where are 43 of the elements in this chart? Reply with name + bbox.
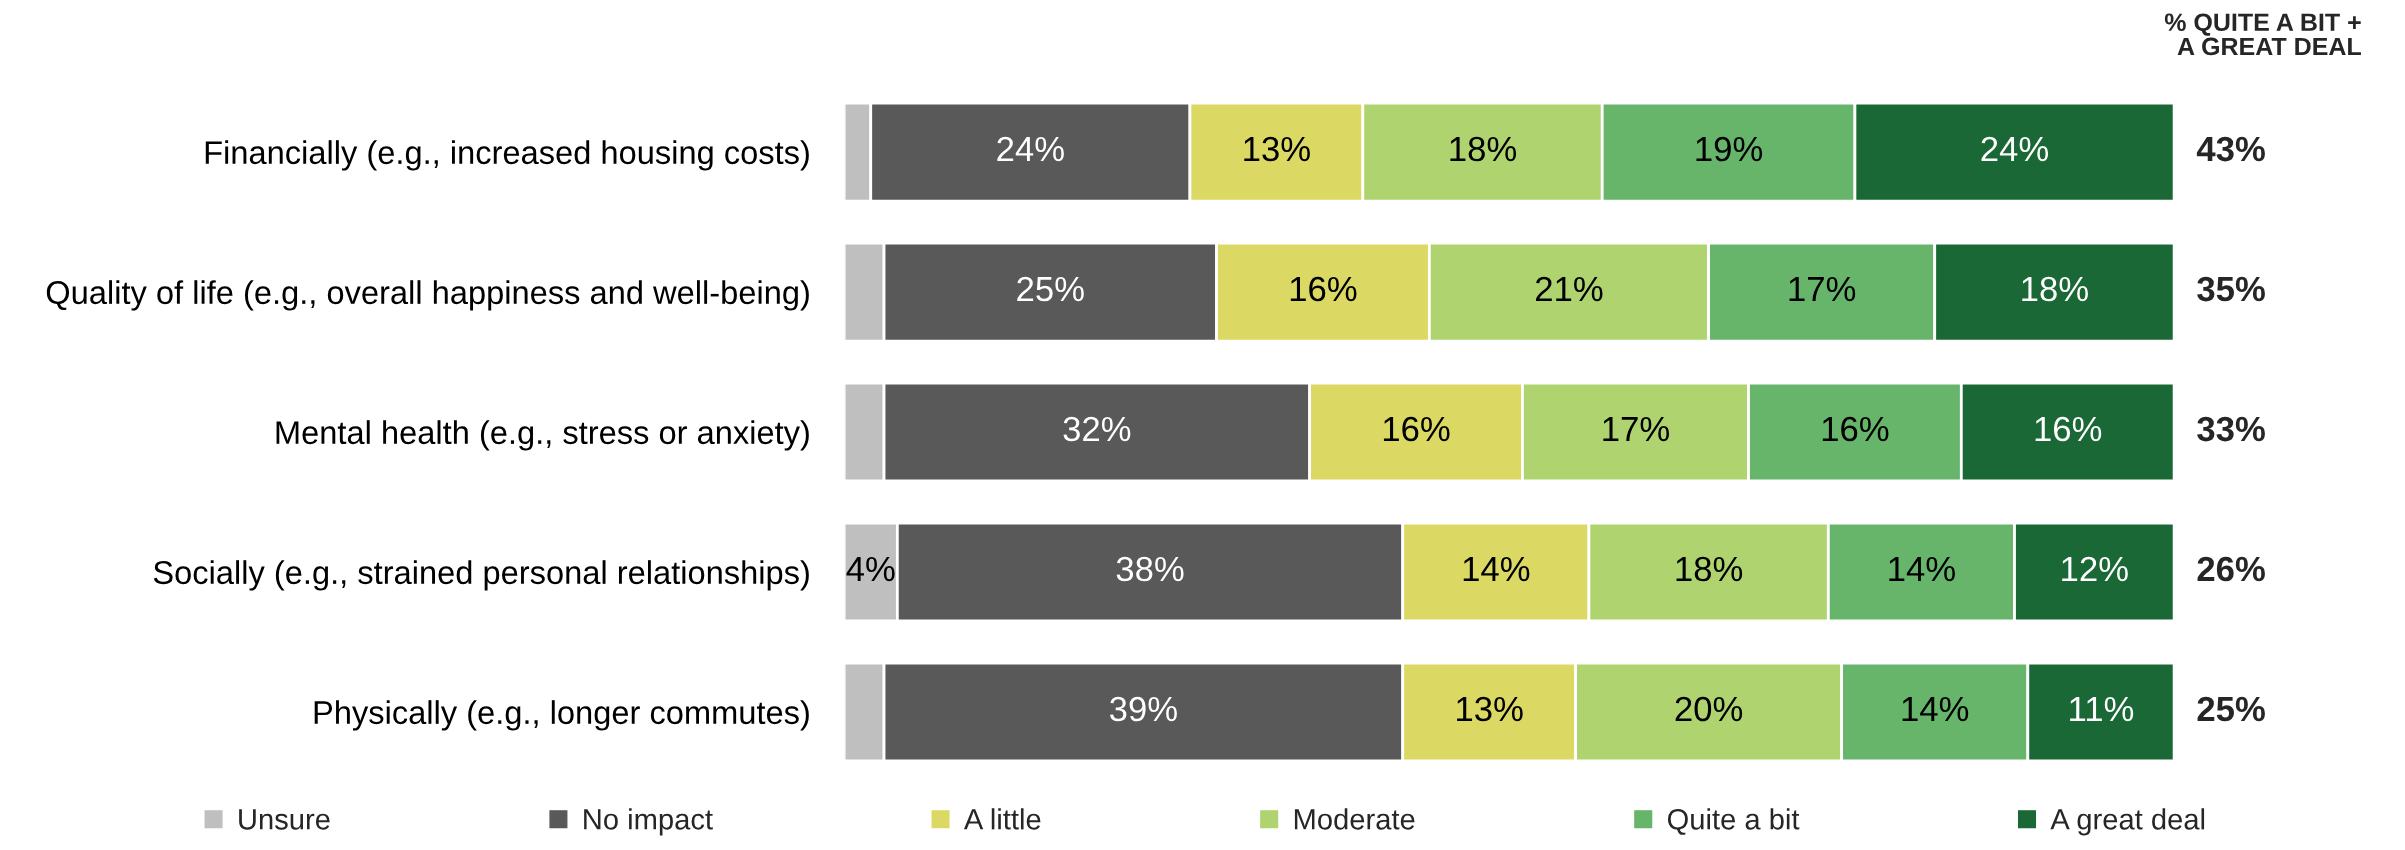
data-label: 16% (1383, 416, 1450, 442)
data-label: 13% (1457, 696, 1523, 722)
data-label: 16% (1290, 276, 1357, 302)
data-label: 17% (1789, 276, 1856, 302)
data-label: 21% (1535, 276, 1603, 302)
data-label: 16% (2035, 416, 2102, 442)
data-label: 24% (1981, 136, 2049, 162)
legend-label: Unsure (239, 809, 330, 830)
data-label: 14% (1463, 556, 1530, 582)
legend-label: No impact (584, 808, 713, 836)
data-label: 11% (2070, 696, 2134, 722)
data-label: 17% (1603, 416, 1669, 442)
data-label: 19% (1696, 136, 1763, 162)
text: 33% (2197, 416, 2265, 442)
legend-label: Quite a bit (1667, 808, 1800, 835)
y-tick-label: Socially (e.g., strained personal relationships) (153, 560, 809, 591)
data-label: 14% (1902, 696, 1969, 722)
text: 35% (2197, 276, 2265, 302)
legend-label: A great deal (2050, 808, 2205, 836)
data-label: 4% (846, 556, 895, 582)
y-tick-label: Quality of life (e.g., overall happiness and well-being) (46, 280, 809, 311)
data-label: 18% (2022, 276, 2088, 302)
y-tick-label: Mental health (e.g., stress or anxiety) (276, 420, 809, 451)
data-label: 18% (1450, 136, 1517, 162)
data-label: 39% (1109, 696, 1177, 722)
text: 43% (2196, 136, 2265, 162)
data-label: 14% (1889, 556, 1955, 582)
legend-label: Moderate (1294, 808, 1415, 830)
y-tick-label: Financially (e.g., increased housing costs) (205, 140, 809, 171)
data-label: 32% (1063, 416, 1131, 442)
data-label: 18% (1676, 556, 1743, 582)
y-tick-label: Physically (e.g., longer commutes) (314, 700, 809, 731)
data-label: 16% (1822, 416, 1889, 442)
data-label: 38% (1116, 556, 1184, 582)
text: % QUITE A BIT + A GREAT DEAL (2164, 13, 2361, 56)
data-label: 24% (997, 136, 1064, 162)
data-label: 13% (1244, 136, 1310, 162)
text: 26% (2197, 556, 2265, 582)
data-label: 12% (2062, 556, 2128, 582)
legend-label: A little (963, 808, 1041, 830)
data-label: 25% (1017, 276, 1084, 302)
data-label: 20% (1675, 696, 1743, 722)
text: 25% (2197, 696, 2265, 722)
